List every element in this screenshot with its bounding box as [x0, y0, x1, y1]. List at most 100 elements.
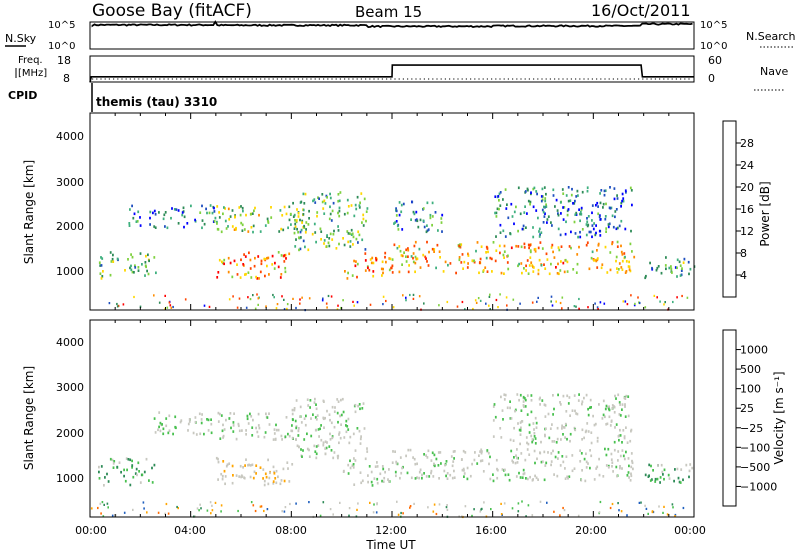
heatmap-cell: [543, 263, 545, 266]
heatmap-cell: [556, 437, 559, 441]
heatmap-cell: [471, 514, 473, 517]
heatmap-cell: [605, 230, 607, 233]
heatmap-cell: [258, 426, 261, 430]
heatmap-cell: [323, 400, 325, 403]
heatmap-cell: [288, 252, 291, 256]
heatmap-cell: [609, 424, 612, 427]
heatmap-cell: [553, 440, 556, 443]
heatmap-cell: [158, 411, 161, 414]
heatmap-cell: [112, 466, 115, 469]
heatmap-cell: [292, 297, 294, 300]
heatmap-cell: [350, 204, 353, 207]
heatmap-cell: [521, 500, 523, 503]
heatmap-cell: [578, 245, 580, 249]
heatmap-cell: [490, 257, 493, 261]
heatmap-cell: [510, 449, 513, 453]
heatmap-cell: [514, 461, 517, 465]
heatmap-cell: [192, 431, 195, 435]
heatmap-cell: [510, 202, 513, 206]
heatmap-cell: [594, 233, 597, 237]
heatmap-cell: [330, 295, 333, 298]
heatmap-cell: [492, 479, 495, 483]
heatmap-cell: [539, 500, 542, 503]
colorbar-tick-label: 4: [740, 269, 747, 282]
heatmap-cell: [267, 221, 270, 224]
heatmap-cell: [531, 438, 534, 441]
heatmap-cell: [523, 242, 526, 246]
heatmap-cell: [624, 271, 627, 274]
heatmap-cell: [139, 305, 142, 308]
heatmap-cell: [332, 456, 335, 460]
colorbar-tick-label: −500: [740, 461, 770, 474]
heatmap-cell: [537, 268, 540, 272]
colorbar-tick-label: −25: [740, 422, 763, 435]
heatmap-cell: [597, 244, 600, 247]
heatmap-cell: [354, 203, 357, 207]
heatmap-cell: [624, 255, 626, 259]
heatmap-cell: [337, 456, 339, 460]
heatmap-cell: [650, 464, 652, 468]
heatmap-cell: [413, 212, 416, 216]
heatmap-cell: [531, 440, 534, 444]
heatmap-cell: [664, 301, 666, 304]
heatmap-cell: [575, 412, 577, 415]
heatmap-cell: [545, 192, 547, 196]
heatmap-cell: [100, 264, 103, 267]
heatmap-cell: [574, 428, 577, 432]
heatmap-cell: [335, 247, 338, 250]
heatmap-cell: [573, 467, 576, 470]
heatmap-cell: [620, 205, 622, 208]
heatmap-cell: [562, 218, 565, 221]
heatmap-cell: [607, 447, 610, 451]
heatmap-cell: [445, 460, 448, 463]
heatmap-cell: [534, 474, 536, 478]
heatmap-cell: [349, 240, 352, 243]
heatmap-cell: [283, 298, 285, 301]
heatmap-cell: [600, 189, 603, 192]
heatmap-cell: [571, 409, 574, 412]
heatmap-cell: [620, 266, 623, 269]
heatmap-cell: [487, 250, 489, 254]
heatmap-cell: [614, 210, 617, 213]
heatmap-cell: [313, 401, 316, 404]
heatmap-cell: [382, 480, 385, 483]
heatmap-cell: [419, 468, 422, 472]
heatmap-cell: [596, 249, 598, 252]
heatmap-cell: [598, 511, 601, 514]
heatmap-cell: [175, 208, 178, 211]
heatmap-cell: [358, 206, 361, 209]
heatmap-cell: [217, 271, 220, 274]
heatmap-cell: [564, 477, 567, 480]
heatmap-cell: [272, 438, 275, 441]
heatmap-cell: [433, 464, 436, 467]
heatmap-cell: [608, 415, 611, 419]
heatmap-cell: [464, 451, 467, 454]
heatmap-cell: [287, 226, 289, 230]
heatmap-cell: [579, 219, 581, 223]
heatmap-cell: [598, 403, 600, 406]
heatmap-cell: [199, 432, 202, 436]
heatmap-cell: [560, 212, 562, 215]
heatmap-cell: [237, 509, 239, 513]
heatmap-cell: [338, 441, 340, 445]
heatmap-cell: [453, 476, 456, 479]
heatmap-cell: [336, 398, 339, 401]
heatmap-cell: [306, 398, 309, 401]
heatmap-cell: [315, 418, 318, 421]
heatmap-cell: [200, 421, 203, 425]
heatmap-cell: [656, 296, 658, 299]
heatmap-cell: [421, 473, 423, 477]
heatmap-cell: [572, 202, 574, 205]
heatmap-cell: [323, 242, 325, 245]
heatmap-cell: [545, 427, 547, 430]
heatmap-cell: [351, 232, 354, 236]
heatmap-cell: [530, 410, 533, 414]
heatmap-cell: [293, 227, 296, 230]
heatmap-cell: [260, 505, 263, 508]
heatmap-cell: [236, 263, 238, 266]
heatmap-cell: [519, 433, 522, 436]
heatmap-cell: [299, 302, 301, 305]
heatmap-cell: [590, 454, 593, 458]
heatmap-cell: [314, 416, 317, 419]
heatmap-cell: [533, 428, 535, 431]
